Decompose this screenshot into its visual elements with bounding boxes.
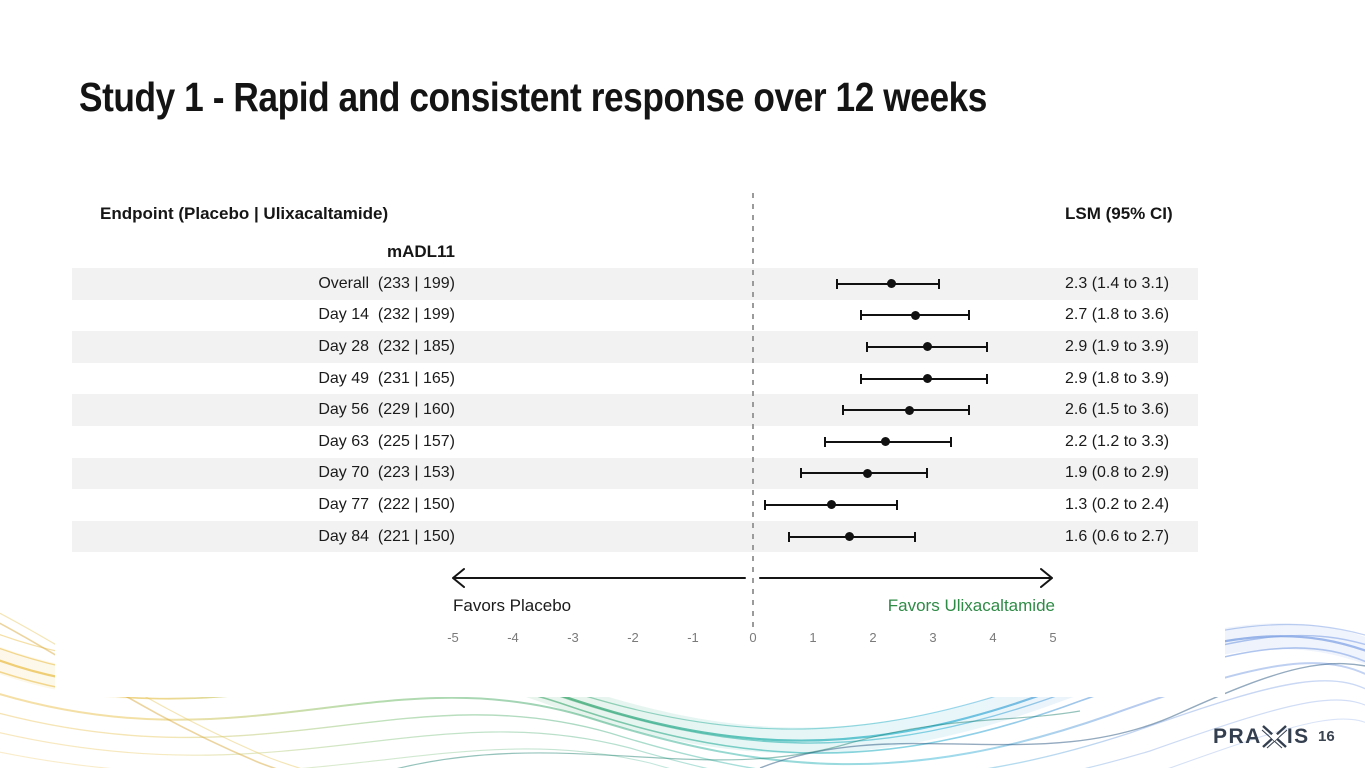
forest-row: Day 77 (222 | 150) 1.3 (0.2 to 2.4) [72, 489, 1198, 521]
axis-tick: 0 [749, 630, 757, 645]
axis-tick-labels: -5 -4 -3 -2 -1 0 1 2 3 4 5 [0, 630, 1365, 646]
endpoint-label: Day 49 (231 | 165) [318, 369, 455, 387]
axis-tick: -2 [627, 630, 639, 645]
endpoint-label: Day 14 (232 | 199) [318, 306, 455, 324]
lsm-point [844, 532, 854, 542]
axis-tick: -5 [447, 630, 459, 645]
ci-cap-right [986, 341, 988, 352]
ci-cap-left [866, 341, 868, 352]
ci-cap-right [926, 468, 928, 479]
axis-arrows [452, 568, 1053, 588]
ci-cap-right [914, 531, 916, 542]
axis-tick: -1 [687, 630, 699, 645]
group-label-madl11: mADL11 [386, 242, 455, 261]
ci-cap-right [968, 405, 970, 416]
lsm-point [886, 279, 896, 289]
axis-tick: 2 [869, 630, 877, 645]
zero-reference-line [752, 193, 754, 627]
endpoint-label: Overall (233 | 199) [318, 274, 455, 292]
endpoint-label: Day 70 (223 | 153) [318, 464, 455, 482]
axis-tick: 1 [809, 630, 817, 645]
forest-row: Day 56 (229 | 160) 2.6 (1.5 to 3.6) [72, 394, 1198, 426]
ci-cap-right [938, 278, 940, 289]
lsm-ci-value: 2.2 (1.2 to 3.3) [1065, 432, 1170, 450]
ci-cap-left [800, 468, 802, 479]
column-header-lsm: LSM (95% CI) [1065, 204, 1173, 223]
axis-tick: 4 [989, 630, 997, 645]
ci-cap-right [986, 373, 988, 384]
forest-row: Day 63 (225 | 157) 2.2 (1.2 to 3.3) [72, 426, 1198, 458]
ci-cap-right [968, 310, 970, 321]
lsm-ci-value: 1.9 (0.8 to 2.9) [1065, 464, 1170, 482]
lsm-point [826, 500, 836, 510]
ci-cap-right [896, 499, 898, 510]
praxis-logo: PRA IS [1213, 724, 1310, 749]
lsm-ci-value: 2.6 (1.5 to 3.6) [1065, 401, 1170, 419]
column-header-endpoint: Endpoint (Placebo | Ulixacaltamide) [100, 204, 389, 223]
forest-rows: Overall (233 | 199) 2.3 (1.4 to 3.1) Day 1… [72, 268, 1198, 553]
forest-row: Day 49 (231 | 165) 2.9 (1.8 to 3.9) [72, 363, 1198, 395]
praxis-logo-text-left: PRA [1213, 724, 1262, 748]
praxis-logo-text-right: IS [1286, 724, 1310, 748]
forest-row: Overall (233 | 199) 2.3 (1.4 to 3.1) [72, 268, 1198, 300]
lsm-point [922, 374, 932, 384]
endpoint-label: Day 28 (232 | 185) [318, 337, 455, 355]
ci-cap-left [860, 310, 862, 321]
forest-row: Day 28 (232 | 185) 2.9 (1.9 to 3.9) [72, 331, 1198, 363]
forest-row: Day 70 (223 | 153) 1.9 (0.8 to 2.9) [72, 457, 1198, 490]
ci-cap-right [950, 436, 952, 447]
left-arrow-icon [452, 568, 746, 588]
axis-tick: 3 [929, 630, 937, 645]
ci-cap-left [836, 278, 838, 289]
forest-row: Day 84 (221 | 150) 1.6 (0.6 to 2.7) [72, 520, 1198, 553]
praxis-x-icon [1261, 725, 1288, 749]
ci-cap-left [842, 405, 844, 416]
endpoint-label: Day 84 (221 | 150) [318, 527, 455, 545]
axis-tick: 5 [1049, 630, 1057, 645]
right-arrow-icon [759, 568, 1053, 588]
ci-cap-left [764, 499, 766, 510]
lsm-point [922, 342, 932, 352]
favors-ulixacaltamide-label: Favors Ulixacaltamide [887, 596, 1055, 615]
lsm-ci-value: 2.7 (1.8 to 3.6) [1065, 306, 1170, 324]
page-title: Study 1 - Rapid and consistent response … [79, 74, 987, 120]
lsm-ci-value: 2.3 (1.4 to 3.1) [1065, 274, 1170, 292]
endpoint-label: Day 63 (225 | 157) [318, 432, 455, 450]
lsm-point [880, 437, 890, 447]
favors-placebo-label: Favors Placebo [453, 596, 572, 615]
ci-cap-left [788, 531, 790, 542]
lsm-point [904, 405, 914, 415]
page-number: 16 [1318, 728, 1335, 745]
lsm-point [862, 468, 872, 478]
endpoint-label: Day 77 (222 | 150) [318, 495, 455, 513]
lsm-ci-value: 1.3 (0.2 to 2.4) [1065, 495, 1170, 513]
lsm-ci-value: 1.6 (0.6 to 2.7) [1065, 527, 1170, 545]
ci-cap-left [860, 373, 862, 384]
lsm-ci-value: 2.9 (1.8 to 3.9) [1065, 369, 1170, 387]
forest-row: Day 14 (232 | 199) 2.7 (1.8 to 3.6) [72, 300, 1198, 332]
endpoint-label: Day 56 (229 | 160) [318, 401, 455, 419]
axis-tick: -3 [567, 630, 579, 645]
ci-cap-left [824, 436, 826, 447]
lsm-ci-value: 2.9 (1.9 to 3.9) [1065, 337, 1170, 355]
lsm-point [910, 310, 920, 320]
axis-tick: -4 [507, 630, 519, 645]
